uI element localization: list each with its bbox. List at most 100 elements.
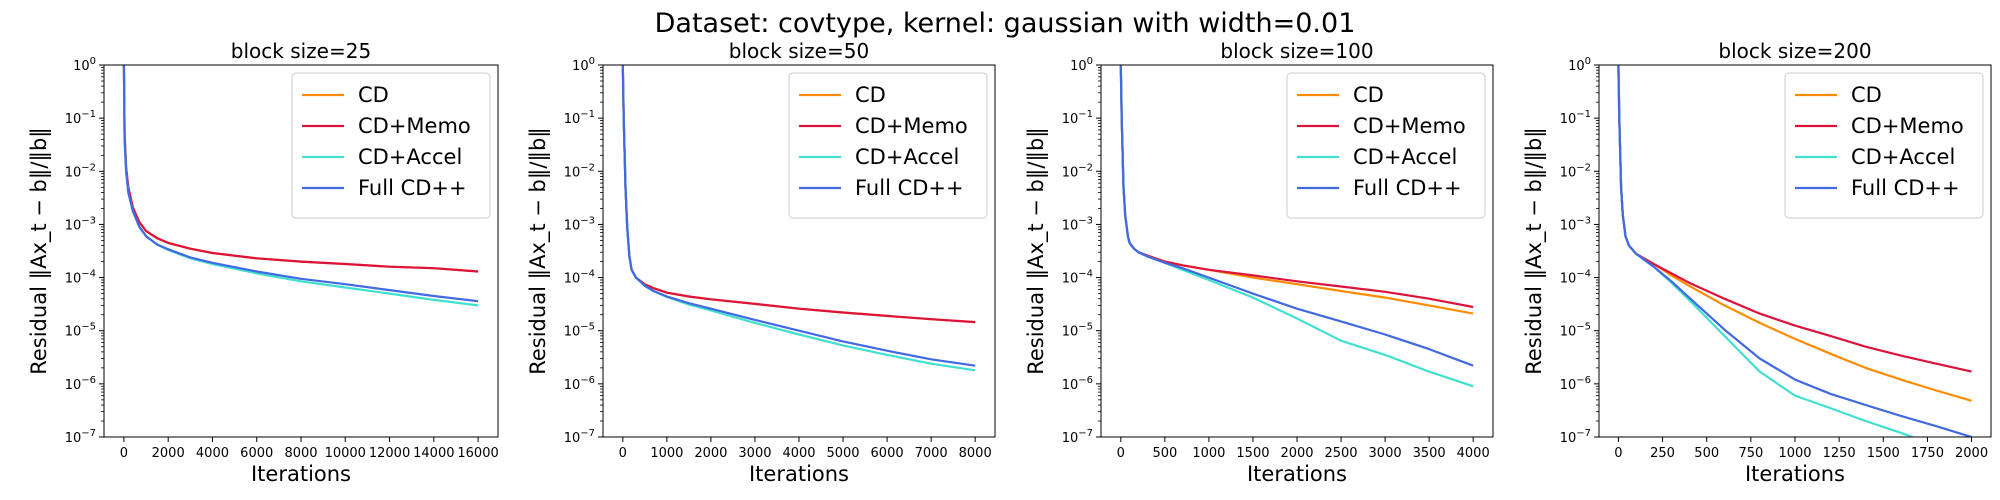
x-tick-label: 8000 (284, 446, 317, 461)
y-axis-label: Residual ‖Ax_t − b‖/‖b‖ (1522, 127, 1547, 375)
x-tick-label: 500 (1152, 446, 1177, 461)
x-tick-label: 1250 (1823, 446, 1856, 461)
series-lines (1119, 65, 1474, 388)
x-tick-label: 250 (1650, 446, 1675, 461)
panel-3: 0 500 1000 1500 2000 2500 3000 3500 4000 10−7 10−6… (1024, 39, 1494, 486)
panel-2: 0 1000 2000 3000 4000 5000 6000 7000 8000 10−7 10−… (526, 39, 996, 486)
y-tick-label: 10−7 (1560, 428, 1591, 446)
x-tick-label: 14000 (413, 446, 454, 461)
legend: CD CD+Memo CD+Accel Full CD++ (291, 72, 491, 219)
x-tick-label: 2500 (1324, 446, 1357, 461)
series-line-full-cd- (1119, 65, 1474, 367)
y-axis-label: Residual ‖Ax_t − b‖/‖b‖ (1024, 127, 1049, 375)
legend-entry: CD (1851, 83, 1882, 107)
legend-box (1286, 72, 1486, 219)
series-line-full-cd- (122, 65, 479, 303)
y-tick-label: 10−3 (1560, 215, 1591, 233)
x-tick-label: 4000 (782, 446, 815, 461)
x-tick-label: 0 (120, 446, 128, 461)
legend-entry: CD+Accel (358, 145, 462, 169)
x-tick-label: 7000 (915, 446, 948, 461)
x-tick-label: 4000 (1457, 446, 1490, 461)
legend-box (788, 72, 988, 219)
y-tick-label: 10−6 (1560, 375, 1591, 393)
x-tick-label: 4000 (196, 446, 229, 461)
x-tick-label: 3000 (1369, 446, 1402, 461)
legend-entry: Full CD++ (358, 176, 467, 200)
x-tick-label: 1500 (1867, 446, 1900, 461)
y-axis-label: Residual ‖Ax_t − b‖/‖b‖ (526, 127, 551, 375)
y-tick-label: 10−7 (564, 428, 595, 446)
legend-entry: CD+Accel (1851, 145, 1955, 169)
x-tick-label: 1000 (650, 446, 683, 461)
legend-entry: CD+Memo (855, 114, 968, 138)
legend-entry: CD (358, 83, 389, 107)
y-tick-label: 10−7 (1062, 428, 1093, 446)
legend-entry: CD+Accel (1353, 145, 1457, 169)
series-line-full-cd- (1617, 65, 1972, 437)
x-axis-label: Iterations (1247, 462, 1347, 486)
y-tick-label: 10−4 (65, 269, 96, 287)
x-tick-label: 6000 (871, 446, 904, 461)
x-tick-label: 10000 (325, 446, 366, 461)
x-tick-label: 750 (1738, 446, 1763, 461)
y-tick-label: 10−1 (1062, 109, 1093, 127)
x-tick-label: 1750 (1911, 446, 1944, 461)
y-tick-label: 10−3 (65, 215, 96, 233)
x-axis-label: Iterations (749, 462, 849, 486)
legend-entry: CD (1353, 83, 1384, 107)
legend-entry: Full CD++ (855, 176, 964, 200)
figure-title: Dataset: covtype, kernel: gaussian with … (655, 8, 1356, 39)
x-tick-label: 1500 (1236, 446, 1269, 461)
panel-title: block size=50 (729, 39, 869, 63)
y-tick-label: 10−2 (65, 162, 96, 180)
legend-entry: CD+Memo (358, 114, 471, 138)
panel-title: block size=200 (1718, 39, 1871, 63)
panel-4: 0 250 500 750 1000 1250 1500 1750 2000 10−7 10−6 10… (1522, 39, 1992, 486)
y-tick-label: 100 (1568, 56, 1591, 74)
panel-title: block size=100 (1220, 39, 1373, 63)
series-lines (621, 65, 976, 372)
y-axis-label: Residual ‖Ax_t − b‖/‖b‖ (27, 127, 52, 375)
legend: CD CD+Memo CD+Accel Full CD++ (788, 72, 988, 219)
x-tick-label: 3500 (1413, 446, 1446, 461)
y-tick-label: 10−2 (564, 162, 595, 180)
y-tick-label: 100 (572, 56, 595, 74)
legend-entry: CD (855, 83, 886, 107)
y-tick-label: 10−2 (1062, 162, 1093, 180)
y-tick-label: 10−7 (65, 428, 96, 446)
y-tick-label: 10−3 (1062, 215, 1093, 233)
x-axis-label: Iterations (251, 462, 351, 486)
legend-entry: Full CD++ (1353, 176, 1462, 200)
x-tick-label: 5000 (826, 446, 859, 461)
panel-title: block size=25 (231, 39, 371, 63)
x-tick-label: 1000 (1192, 446, 1225, 461)
panel-1: 0 2000 4000 6000 8000 10000 12000 14000 16000 10−… (27, 39, 499, 486)
x-tick-label: 16000 (457, 446, 498, 461)
legend: CD CD+Memo CD+Accel Full CD++ (1784, 72, 1984, 219)
x-tick-label: 2000 (152, 446, 185, 461)
y-tick-label: 10−6 (65, 375, 96, 393)
x-tick-label: 2000 (1955, 446, 1988, 461)
y-tick-label: 10−1 (65, 109, 96, 127)
x-tick-label: 3000 (738, 446, 771, 461)
x-tick-label: 6000 (240, 446, 273, 461)
x-tick-label: 1000 (1778, 446, 1811, 461)
legend-entry: Full CD++ (1851, 176, 1960, 200)
y-tick-label: 10−4 (1560, 269, 1591, 287)
x-tick-label: 2000 (1280, 446, 1313, 461)
x-tick-label: 8000 (959, 446, 992, 461)
legend-entry: CD+Memo (1851, 114, 1964, 138)
y-tick-label: 10−6 (564, 375, 595, 393)
x-tick-label: 2000 (694, 446, 727, 461)
y-tick-label: 10−2 (1560, 162, 1591, 180)
y-tick-label: 10−5 (1560, 322, 1591, 340)
y-tick-label: 10−3 (564, 215, 595, 233)
series-lines (1617, 65, 1972, 437)
y-tick-label: 10−5 (564, 322, 595, 340)
y-tick-label: 10−5 (65, 322, 96, 340)
x-tick-label: 0 (619, 446, 627, 461)
y-tick-label: 10−4 (1062, 269, 1093, 287)
series-line-full-cd- (621, 65, 976, 367)
